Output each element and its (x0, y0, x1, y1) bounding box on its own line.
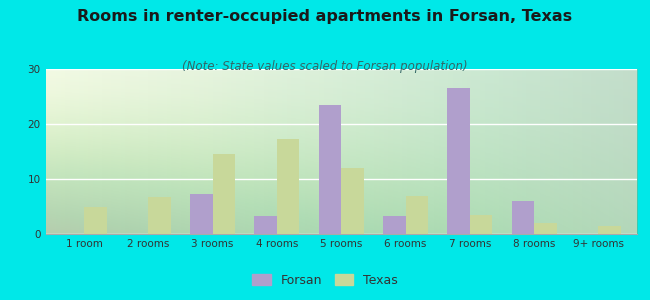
Bar (277, 140, 300, 234)
Text: (Note: State values scaled to Forsan population): (Note: State values scaled to Forsan pop… (182, 60, 468, 73)
Bar (341, 168, 364, 234)
Bar (599, 226, 621, 234)
Bar (318, 105, 341, 234)
Bar (406, 196, 428, 234)
Bar (190, 194, 213, 234)
Bar (84, 206, 107, 234)
Bar (383, 216, 406, 234)
Legend: Forsan, Texas: Forsan, Texas (248, 270, 402, 291)
Bar (254, 216, 277, 234)
Bar (470, 215, 492, 234)
Bar (213, 154, 235, 234)
Bar (148, 197, 171, 234)
Bar (512, 201, 534, 234)
Text: Rooms in renter-occupied apartments in Forsan, Texas: Rooms in renter-occupied apartments in F… (77, 9, 573, 24)
Bar (534, 223, 556, 234)
Bar (447, 88, 470, 234)
